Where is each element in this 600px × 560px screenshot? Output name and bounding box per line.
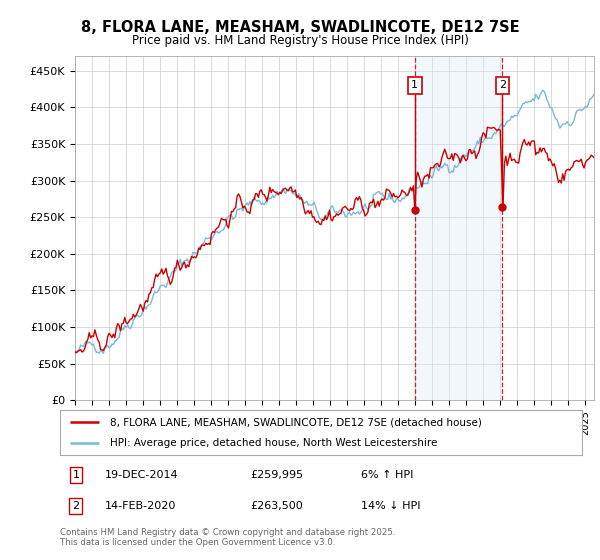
Text: Price paid vs. HM Land Registry's House Price Index (HPI): Price paid vs. HM Land Registry's House … xyxy=(131,34,469,46)
Text: 1: 1 xyxy=(73,470,79,480)
Text: £259,995: £259,995 xyxy=(250,470,303,480)
Text: 1: 1 xyxy=(412,80,418,90)
Text: Contains HM Land Registry data © Crown copyright and database right 2025.
This d: Contains HM Land Registry data © Crown c… xyxy=(60,528,395,547)
Text: £263,500: £263,500 xyxy=(250,501,303,511)
Bar xyxy=(415,56,502,400)
Text: 8, FLORA LANE, MEASHAM, SWADLINCOTE, DE12 7SE: 8, FLORA LANE, MEASHAM, SWADLINCOTE, DE1… xyxy=(80,20,520,35)
Text: 2: 2 xyxy=(72,501,79,511)
Text: 2: 2 xyxy=(499,80,506,90)
Text: 6% ↑ HPI: 6% ↑ HPI xyxy=(361,470,413,480)
Text: 14-FEB-2020: 14-FEB-2020 xyxy=(105,501,176,511)
Text: 14% ↓ HPI: 14% ↓ HPI xyxy=(361,501,421,511)
Text: 8, FLORA LANE, MEASHAM, SWADLINCOTE, DE12 7SE (detached house): 8, FLORA LANE, MEASHAM, SWADLINCOTE, DE1… xyxy=(110,417,481,427)
Text: 19-DEC-2014: 19-DEC-2014 xyxy=(105,470,179,480)
Text: HPI: Average price, detached house, North West Leicestershire: HPI: Average price, detached house, Nort… xyxy=(110,437,437,447)
